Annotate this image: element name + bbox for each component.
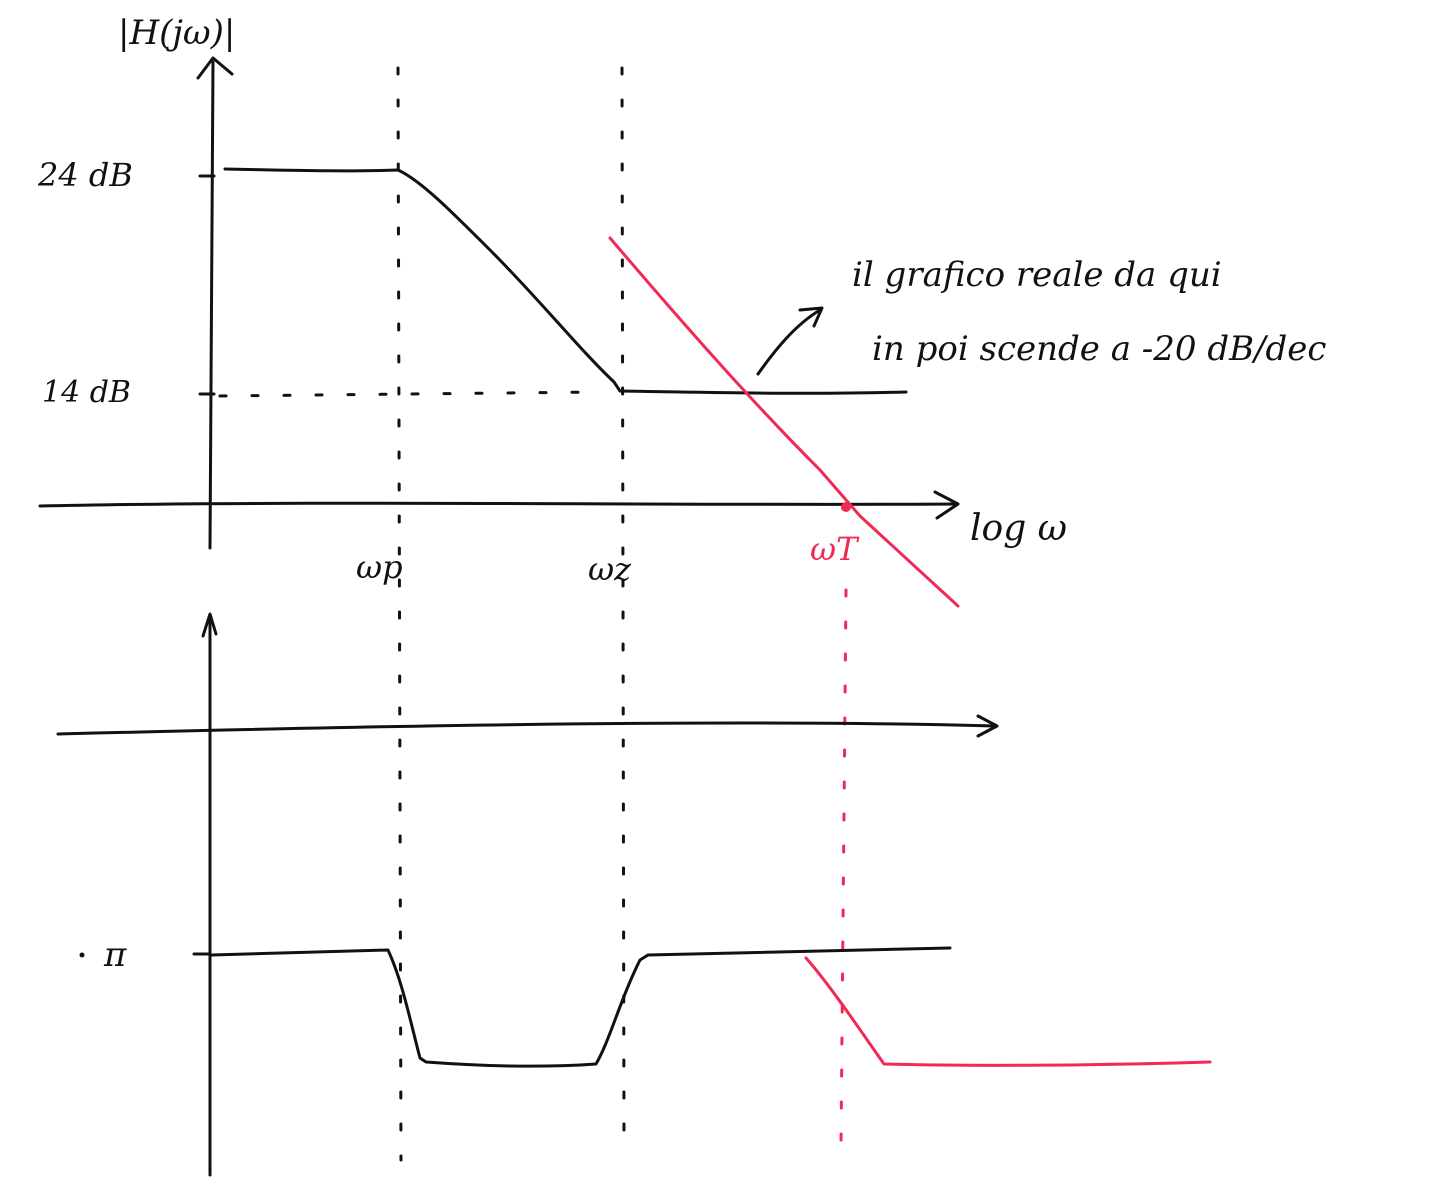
magnitude-x-axis (38, 501, 957, 508)
phase-plot: π (56, 588, 1212, 1177)
wp-label: ωp (356, 548, 403, 586)
guide-wt (839, 588, 848, 1147)
magnitude-y-axis (208, 60, 215, 550)
magnitude-x-axis-arrow (933, 490, 960, 520)
magnitude-y-axis-arrow (196, 56, 234, 80)
wz-label: ωz (588, 550, 632, 588)
annotation-line-1: il grafico reale da qui (852, 255, 1222, 295)
guide-14db (218, 390, 602, 398)
guide-wp (396, 66, 403, 1162)
pi-label: π (103, 935, 127, 975)
magnitude-plot: |H(jω)| 24 dB 14 dB log ω ωp ωz ωT il gr… (37, 13, 1326, 1162)
wt-label: ωT (810, 530, 860, 568)
phase-x-axis (56, 721, 997, 736)
real-phase-curve (804, 956, 1212, 1067)
level-low-label: 14 dB (42, 375, 131, 410)
magnitude-y-label: |H(jω)| (118, 13, 235, 53)
phase-y-axis-arrow (201, 612, 218, 638)
phase-curve (210, 946, 952, 1068)
guide-wz (620, 66, 626, 1142)
level-high-label: 24 dB (37, 156, 133, 194)
magnitude-curve (223, 167, 908, 395)
real-response-line (608, 236, 960, 608)
annotation-arrowhead (798, 306, 824, 328)
x-axis-label: log ω (970, 508, 1067, 549)
annotation-arrow (756, 308, 822, 376)
phase-x-axis-arrow (976, 714, 999, 738)
crossover-point (841, 502, 851, 512)
annotation-line-2: in poi scende a -20 dB/dec (872, 329, 1326, 369)
pi-dot (79, 952, 85, 958)
